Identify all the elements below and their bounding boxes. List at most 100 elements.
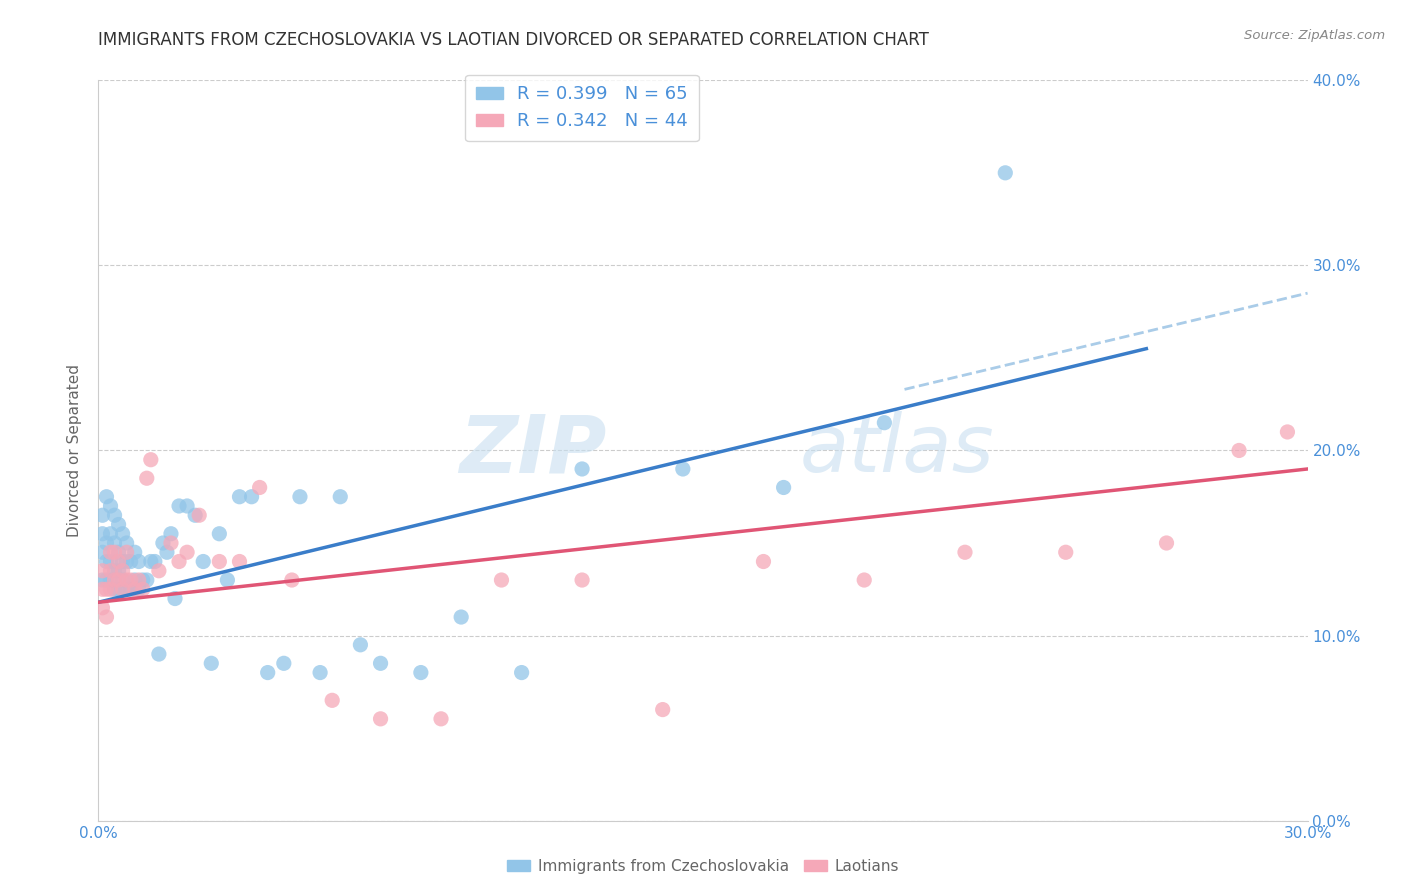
Point (309, 665, 332, 680)
Legend: Immigrants from Czechoslovakia, Laotians: Immigrants from Czechoslovakia, Laotians (501, 853, 905, 880)
Point (120, 582, 142, 597)
Point (120, 554, 142, 569)
Point (873, 416, 896, 430)
Point (752, 554, 775, 569)
Point (107, 582, 129, 597)
Point (160, 536, 183, 550)
Point (148, 647, 170, 661)
Point (120, 573, 142, 587)
Point (135, 573, 157, 587)
Point (853, 573, 876, 587)
Point (139, 452, 162, 467)
Point (176, 545, 198, 559)
Point (651, 703, 673, 717)
Point (96, 573, 118, 587)
Point (1054, 545, 1077, 559)
Point (193, 554, 215, 569)
Point (450, 610, 472, 624)
Point (160, 526, 183, 541)
Point (100, 499, 122, 513)
Point (409, 665, 432, 680)
Point (491, 573, 513, 587)
Point (1156, 536, 1178, 550)
Point (152, 536, 174, 550)
Point (91, 600, 114, 615)
Point (96, 610, 118, 624)
Point (188, 508, 211, 523)
Text: atlas: atlas (800, 411, 994, 490)
Point (91, 508, 114, 523)
Point (111, 554, 134, 569)
Point (100, 554, 122, 569)
Point (107, 545, 129, 559)
Point (128, 573, 150, 587)
Point (115, 582, 138, 597)
Point (132, 573, 155, 587)
Point (329, 490, 352, 504)
Point (100, 582, 122, 597)
Point (163, 591, 186, 606)
Point (370, 712, 392, 726)
Point (91, 564, 114, 578)
Point (184, 508, 207, 523)
Point (139, 554, 162, 569)
Point (240, 490, 263, 504)
Point (571, 462, 593, 476)
Point (228, 554, 250, 569)
Point (281, 573, 304, 587)
Point (96, 582, 118, 597)
Point (91, 582, 114, 597)
Y-axis label: Divorced or Separated: Divorced or Separated (67, 364, 83, 537)
Point (249, 481, 271, 495)
Point (510, 665, 533, 680)
Text: ZIP: ZIP (458, 411, 606, 490)
Point (124, 582, 146, 597)
Point (132, 582, 155, 597)
Point (148, 564, 170, 578)
Point (571, 573, 593, 587)
Point (256, 665, 278, 680)
Point (103, 545, 125, 559)
Point (953, 545, 976, 559)
Point (128, 582, 150, 597)
Point (321, 693, 343, 707)
Point (167, 554, 190, 569)
Point (111, 582, 134, 597)
Point (273, 657, 295, 671)
Point (103, 573, 125, 587)
Point (124, 545, 146, 559)
Point (96, 536, 118, 550)
Point (103, 536, 125, 550)
Point (994, 166, 1017, 180)
Point (111, 564, 134, 578)
Point (107, 554, 129, 569)
Point (100, 526, 122, 541)
Point (1227, 443, 1250, 458)
Point (107, 517, 129, 532)
Point (100, 545, 122, 559)
Point (217, 573, 239, 587)
Point (228, 490, 250, 504)
Point (200, 657, 222, 671)
Point (1277, 425, 1299, 439)
Point (143, 554, 166, 569)
Point (124, 573, 146, 587)
Point (115, 536, 138, 550)
Point (103, 564, 125, 578)
Legend: R = 0.399   N = 65, R = 0.342   N = 44: R = 0.399 N = 65, R = 0.342 N = 44 (465, 75, 699, 141)
Point (103, 582, 125, 597)
Point (96, 490, 118, 504)
Point (115, 554, 138, 569)
Point (91, 545, 114, 559)
Text: Source: ZipAtlas.com: Source: ZipAtlas.com (1244, 29, 1385, 42)
Point (208, 526, 231, 541)
Point (107, 573, 129, 587)
Point (672, 462, 695, 476)
Point (111, 526, 134, 541)
Point (176, 499, 198, 513)
Point (430, 712, 453, 726)
Point (167, 499, 190, 513)
Point (349, 638, 371, 652)
Text: IMMIGRANTS FROM CZECHOSLOVAKIA VS LAOTIAN DIVORCED OR SEPARATED CORRELATION CHAR: IMMIGRANTS FROM CZECHOSLOVAKIA VS LAOTIA… (98, 31, 929, 49)
Point (115, 573, 138, 587)
